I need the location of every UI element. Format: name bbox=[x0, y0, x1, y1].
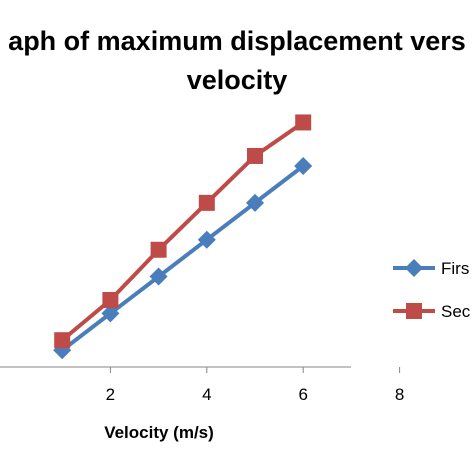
x-axis-ticks: 2 4 6 8 bbox=[106, 367, 404, 404]
series-1-point bbox=[294, 157, 313, 175]
legend-marker-2 bbox=[406, 303, 422, 319]
x-axis-label: Velocity (m/s) bbox=[104, 423, 214, 442]
series-1-point bbox=[101, 304, 120, 323]
series-1-point bbox=[197, 230, 216, 249]
series-2-point bbox=[198, 194, 215, 211]
x-tick-label: 4 bbox=[202, 385, 211, 404]
x-tick-label: 2 bbox=[106, 385, 115, 404]
series-1-point bbox=[149, 267, 168, 286]
series-line-1 bbox=[60, 164, 305, 352]
series-2-point bbox=[247, 147, 263, 164]
series-2-point bbox=[150, 241, 167, 258]
chart-title-line-1: aph of maximum displacement vers bbox=[8, 26, 466, 56]
series-1-point bbox=[246, 193, 264, 212]
chart-title-line-2: velocity bbox=[187, 65, 288, 95]
series-2-point bbox=[295, 114, 312, 131]
legend-label-1: Firs bbox=[441, 259, 469, 278]
series-2-point bbox=[54, 332, 71, 349]
legend-label-2: Sec bbox=[441, 302, 471, 321]
series-layer bbox=[53, 114, 313, 360]
x-tick-label: 6 bbox=[298, 385, 307, 404]
legend-marker-1 bbox=[405, 259, 423, 277]
series-2-point bbox=[102, 292, 119, 308]
legend: Firs Sec bbox=[393, 259, 471, 321]
series-line-2 bbox=[60, 120, 305, 342]
x-tick-label: 8 bbox=[395, 385, 404, 404]
